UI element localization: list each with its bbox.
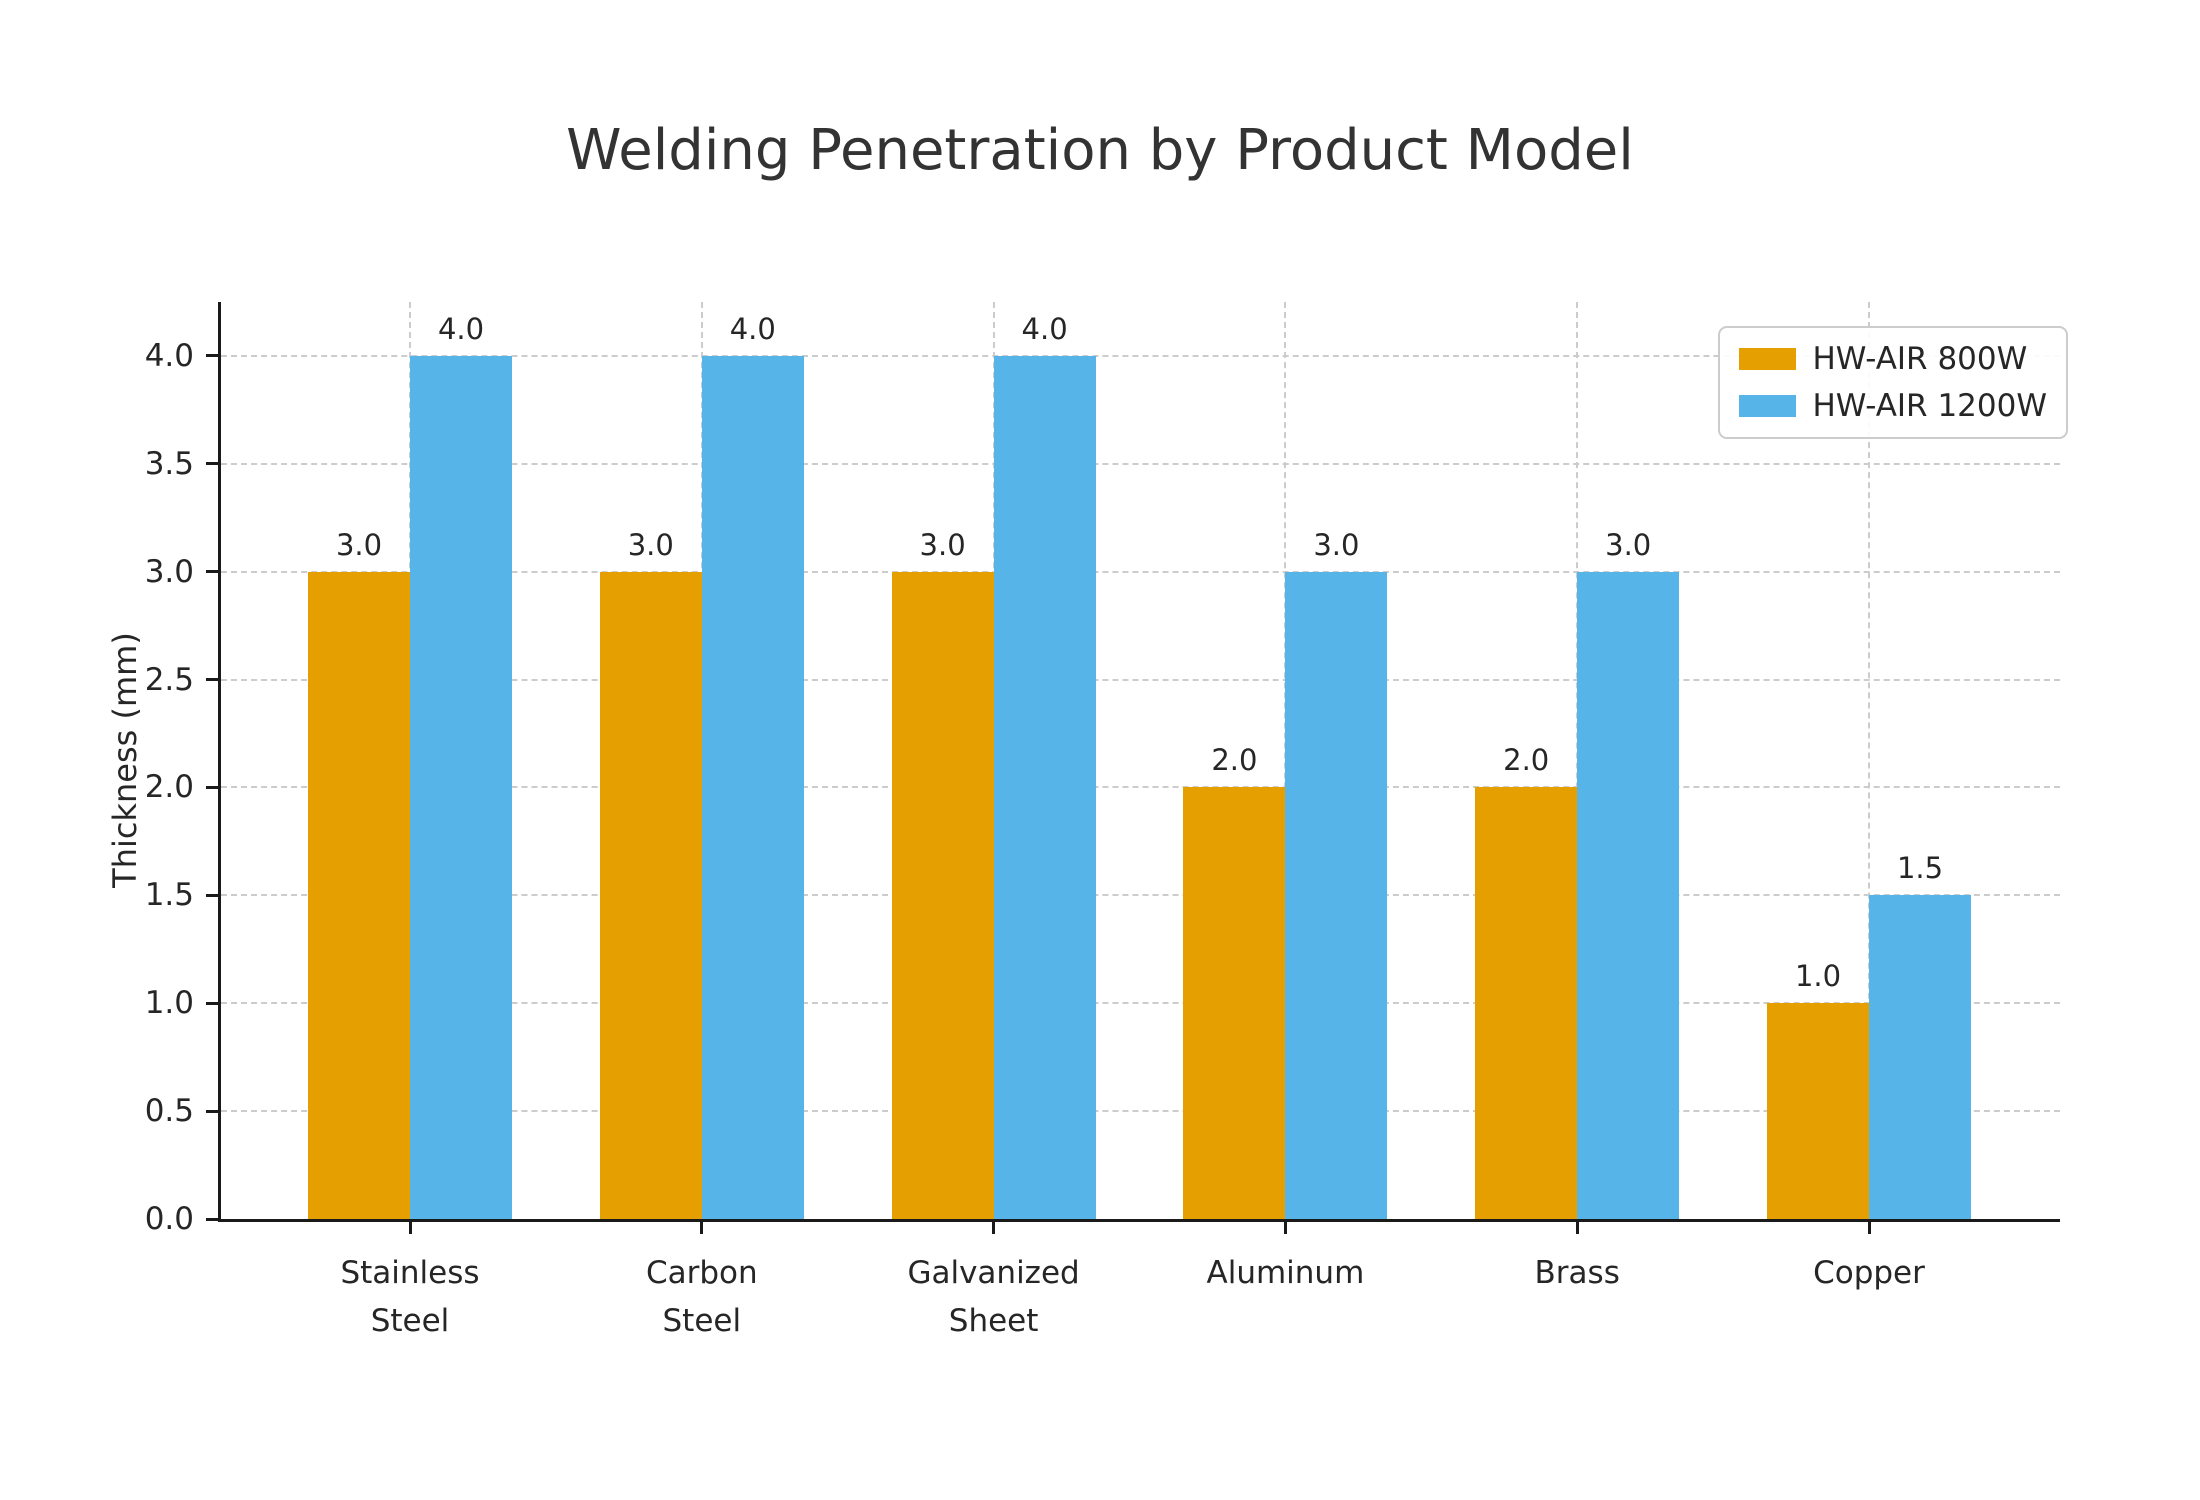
gridline-horizontal — [221, 570, 2060, 573]
plot-area: HW-AIR 800W HW-AIR 1200W 0.0 0.5 1.0 1.5 2.0… — [145, 302, 2068, 1339]
bar-hw-air-1200w-stainless-steel — [410, 355, 512, 1219]
x-tick-label-line: Copper — [1813, 1255, 1925, 1291]
legend-item-800w: HW-AIR 800W — [1738, 341, 2048, 377]
x-tick-label-line: Steel — [662, 1303, 742, 1339]
bar-value-label: 1.5 — [1896, 851, 1944, 886]
x-tick-label: Carbon Steel — [552, 1249, 852, 1345]
bar-value-label: 4.0 — [729, 311, 776, 346]
bar-hw-air-1200w-brass — [1577, 571, 1680, 1219]
x-tick-label-line: Stainless — [340, 1255, 480, 1291]
x-tick-label: Stainless Steel — [260, 1249, 560, 1345]
bar-value-label: 3.0 — [919, 527, 966, 562]
legend-swatch-800w — [1738, 348, 1796, 370]
x-tick-label-line: Brass — [1534, 1255, 1620, 1291]
bar-value-label: 2.0 — [1211, 743, 1258, 778]
y-tick-label: 1.0 — [144, 985, 194, 1022]
gridline-horizontal — [221, 354, 2060, 357]
x-tick-label-line: Carbon — [645, 1255, 758, 1291]
x-tick-label-line: Galvanized — [907, 1255, 1080, 1291]
bar-hw-air-800w-aluminum — [1183, 787, 1286, 1219]
legend: HW-AIR 800W HW-AIR 1200W — [1717, 326, 2068, 439]
y-tick-mark — [206, 785, 218, 789]
bar-hw-air-800w-copper — [1767, 1003, 1869, 1219]
bar-value-label: 3.0 — [335, 527, 383, 562]
y-tick-label: 0.0 — [144, 1201, 194, 1237]
bar-hw-air-800w-stainless-steel — [308, 571, 410, 1219]
y-tick-mark — [206, 1217, 218, 1221]
gridline-vertical — [1868, 302, 1870, 1219]
bar-hw-air-1200w-copper — [1869, 895, 1971, 1219]
x-tick-mark — [1283, 1222, 1287, 1234]
bar-value-label: 1.0 — [1794, 959, 1842, 994]
gridline-horizontal — [221, 678, 2060, 681]
chart-title: Welding Penetration by Product Model — [566, 118, 1634, 183]
x-tick-mark — [992, 1222, 996, 1234]
legend-label-1200w: HW-AIR 1200W — [1812, 388, 2048, 424]
x-tick-label-line: Aluminum — [1206, 1255, 1365, 1291]
y-tick-label: 1.5 — [144, 877, 194, 914]
legend-swatch-1200w — [1738, 395, 1796, 417]
y-tick-label: 3.5 — [144, 445, 194, 482]
y-tick-label: 2.0 — [144, 769, 194, 806]
y-tick-label: 3.0 — [144, 553, 194, 590]
bar-hw-air-1200w-galvanized-sheet — [993, 355, 1096, 1219]
y-tick-mark — [206, 1109, 218, 1113]
y-tick-label: 0.5 — [144, 1093, 194, 1130]
bar-hw-air-800w-galvanized-sheet — [891, 571, 994, 1219]
x-tick-mark — [1867, 1222, 1871, 1234]
bar-value-label: 4.0 — [437, 311, 485, 346]
x-tick-mark — [1575, 1222, 1579, 1234]
bar-value-label: 4.0 — [1021, 311, 1068, 346]
gridline-horizontal — [221, 1002, 2060, 1005]
bar-value-label: 3.0 — [1313, 527, 1360, 562]
y-tick-label: 2.5 — [144, 661, 194, 698]
gridline-horizontal — [221, 462, 2060, 465]
y-tick-mark — [206, 893, 218, 897]
gridline-horizontal — [221, 1110, 2060, 1113]
bar-hw-air-1200w-aluminum — [1285, 571, 1388, 1219]
y-tick-mark — [206, 462, 218, 466]
bar-value-label: 3.0 — [1605, 527, 1652, 562]
bar-hw-air-800w-carbon-steel — [599, 571, 702, 1219]
legend-label-800w: HW-AIR 800W — [1812, 341, 2028, 377]
y-tick-mark — [206, 678, 218, 682]
x-tick-mark — [700, 1222, 704, 1234]
x-tick-label: Copper — [1719, 1249, 2019, 1297]
y-tick-mark — [206, 354, 218, 358]
y-tick-mark — [206, 570, 218, 574]
x-tick-label-line: Sheet — [948, 1303, 1039, 1339]
bar-value-label: 3.0 — [627, 527, 674, 562]
x-tick-mark — [408, 1222, 412, 1234]
bar-hw-air-1200w-carbon-steel — [701, 355, 804, 1219]
y-tick-label: 4.0 — [144, 337, 194, 374]
legend-item-1200w: HW-AIR 1200W — [1738, 388, 2048, 424]
x-tick-label: Galvanized Sheet — [844, 1249, 1144, 1345]
y-tick-mark — [206, 1001, 218, 1005]
gridline-horizontal — [221, 786, 2060, 789]
x-tick-label: Aluminum — [1135, 1249, 1435, 1297]
x-tick-label: Brass — [1427, 1249, 1727, 1297]
x-tick-label-line: Steel — [370, 1303, 450, 1339]
bar-hw-air-800w-brass — [1475, 787, 1578, 1219]
bar-value-label: 2.0 — [1503, 743, 1550, 778]
gridline-horizontal — [221, 894, 2060, 897]
